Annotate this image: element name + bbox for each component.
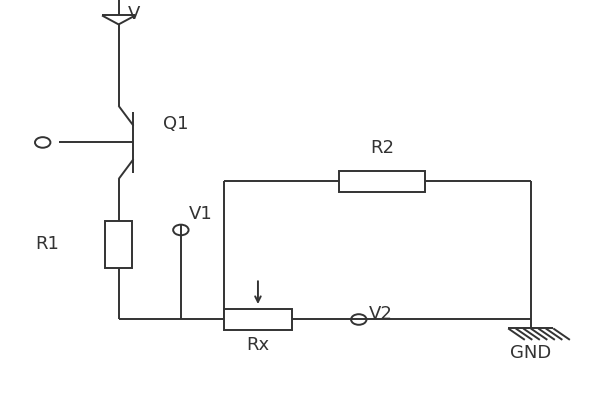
Bar — [339, 171, 426, 192]
Text: V2: V2 — [369, 305, 393, 323]
Text: GND: GND — [510, 344, 551, 362]
Text: Rx: Rx — [247, 336, 269, 354]
Text: R1: R1 — [36, 235, 59, 253]
Text: V1: V1 — [189, 205, 212, 223]
Text: R2: R2 — [371, 139, 394, 157]
Text: V: V — [127, 5, 140, 23]
Bar — [224, 309, 292, 330]
Bar — [106, 221, 132, 268]
Text: Q1: Q1 — [163, 115, 189, 133]
